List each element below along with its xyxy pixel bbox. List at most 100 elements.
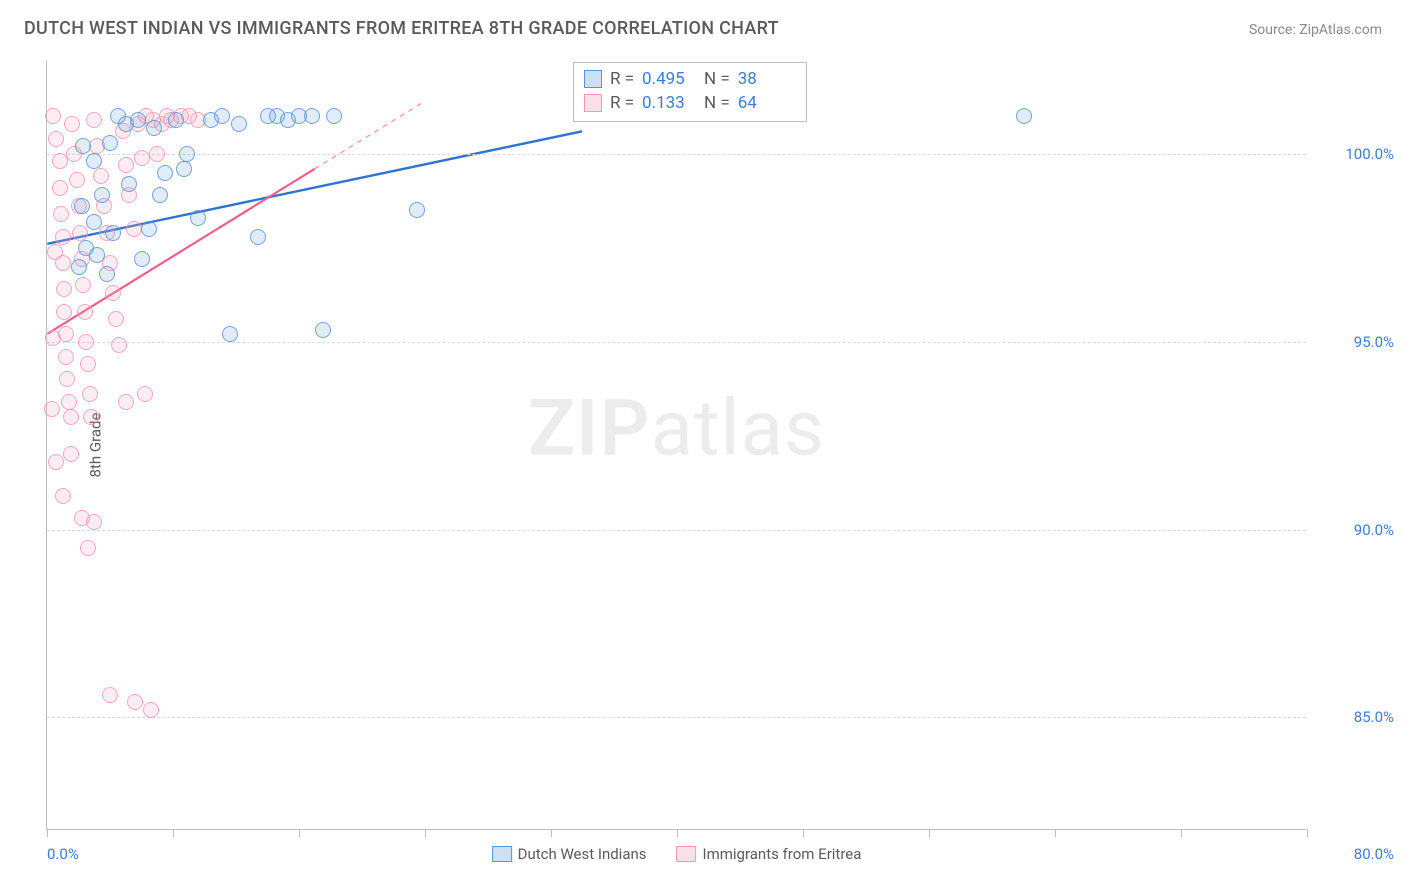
scatter-point: [157, 165, 173, 181]
scatter-point: [86, 514, 102, 530]
scatter-point: [250, 229, 266, 245]
stats-row: R = 0.133N =64: [584, 91, 792, 115]
chart-title: DUTCH WEST INDIAN VS IMMIGRANTS FROM ERI…: [24, 18, 779, 39]
scatter-point: [121, 176, 137, 192]
scatter-point: [78, 334, 94, 350]
scatter-point: [80, 356, 96, 372]
x-tick: [1181, 829, 1182, 837]
scatter-point: [149, 146, 165, 162]
scatter-point: [118, 157, 134, 173]
scatter-point: [69, 172, 85, 188]
scatter-point: [111, 337, 127, 353]
legend-label: Dutch West Indians: [518, 845, 647, 863]
scatter-point: [86, 214, 102, 230]
gridline: [47, 154, 1306, 155]
scatter-point: [74, 198, 90, 214]
n-label: N =: [704, 67, 730, 91]
n-value: 38: [738, 67, 792, 91]
scatter-point: [94, 187, 110, 203]
scatter-point: [63, 409, 79, 425]
scatter-point: [63, 446, 79, 462]
stats-legend: R = 0.495 N = 38R = 0.133N =64: [573, 62, 807, 122]
scatter-point: [89, 247, 105, 263]
gridline: [47, 530, 1306, 531]
scatter-point: [72, 225, 88, 241]
scatter-point: [75, 277, 91, 293]
legend-swatch-icon: [677, 846, 697, 862]
scatter-point: [137, 386, 153, 402]
scatter-point: [59, 371, 75, 387]
scatter-point: [127, 694, 143, 710]
scatter-point: [134, 150, 150, 166]
x-tick: [173, 829, 174, 837]
x-tick: [47, 829, 48, 837]
x-tick: [425, 829, 426, 837]
scatter-point: [102, 135, 118, 151]
legend-item: Immigrants from Eritrea: [677, 845, 862, 863]
scatter-point: [82, 386, 98, 402]
scatter-point: [214, 108, 230, 124]
scatter-point: [168, 112, 184, 128]
scatter-point: [315, 322, 331, 338]
scatter-point: [102, 687, 118, 703]
scatter-point: [86, 112, 102, 128]
scatter-point: [56, 304, 72, 320]
plot-area: 8th Grade ZIPatlas R =0.495N =38R = 0.13…: [46, 60, 1306, 830]
scatter-point: [48, 131, 64, 147]
x-tick: [929, 829, 930, 837]
y-tick-label: 95.0%: [1314, 333, 1394, 351]
scatter-point: [80, 540, 96, 556]
watermark-bold: ZIP: [528, 384, 651, 475]
x-tick: [677, 829, 678, 837]
scatter-point: [409, 202, 425, 218]
legend-item: Dutch West Indians: [492, 845, 647, 863]
scatter-point: [53, 206, 69, 222]
y-tick-label: 85.0%: [1314, 708, 1394, 726]
scatter-point: [55, 229, 71, 245]
x-tick: [299, 829, 300, 837]
y-tick-label: 100.0%: [1314, 145, 1394, 163]
r-value: 0.495: [642, 67, 696, 91]
r-label: R =: [610, 91, 634, 115]
x-tick: [1307, 829, 1308, 837]
scatter-point: [48, 454, 64, 470]
x-tick: [1055, 829, 1056, 837]
scatter-point: [93, 168, 109, 184]
gridline: [47, 717, 1306, 718]
scatter-point: [143, 702, 159, 718]
gridline: [47, 342, 1306, 343]
x-tick-label: 0.0%: [47, 845, 79, 863]
scatter-point: [58, 349, 74, 365]
scatter-point: [71, 259, 87, 275]
trend-lines-svg: [47, 60, 1306, 829]
scatter-point: [126, 221, 142, 237]
scatter-point: [304, 108, 320, 124]
r-value: 0.133: [642, 91, 696, 115]
x-tick-label: 80.0%: [1354, 845, 1394, 863]
scatter-point: [55, 488, 71, 504]
scatter-point: [45, 330, 61, 346]
scatter-point: [134, 251, 150, 267]
scatter-point: [44, 401, 60, 417]
scatter-point: [105, 225, 121, 241]
header-row: DUTCH WEST INDIAN VS IMMIGRANTS FROM ERI…: [0, 0, 1406, 39]
scatter-point: [75, 138, 91, 154]
legend-swatch-icon: [584, 70, 602, 88]
scatter-point: [61, 394, 77, 410]
scatter-point: [105, 285, 121, 301]
scatter-point: [190, 210, 206, 226]
scatter-point: [222, 326, 238, 342]
watermark: ZIPatlas: [528, 384, 825, 475]
scatter-point: [108, 311, 124, 327]
bottom-legend: Dutch West Indians Immigrants from Eritre…: [492, 845, 862, 863]
legend-swatch-icon: [492, 846, 512, 862]
scatter-point: [77, 304, 93, 320]
legend-swatch-icon: [584, 94, 602, 112]
source-label: Source: ZipAtlas.com: [1249, 22, 1382, 38]
scatter-point: [176, 161, 192, 177]
scatter-point: [118, 394, 134, 410]
scatter-point: [47, 244, 63, 260]
scatter-point: [118, 116, 134, 132]
legend-label: Immigrants from Eritrea: [703, 845, 862, 863]
x-tick: [803, 829, 804, 837]
